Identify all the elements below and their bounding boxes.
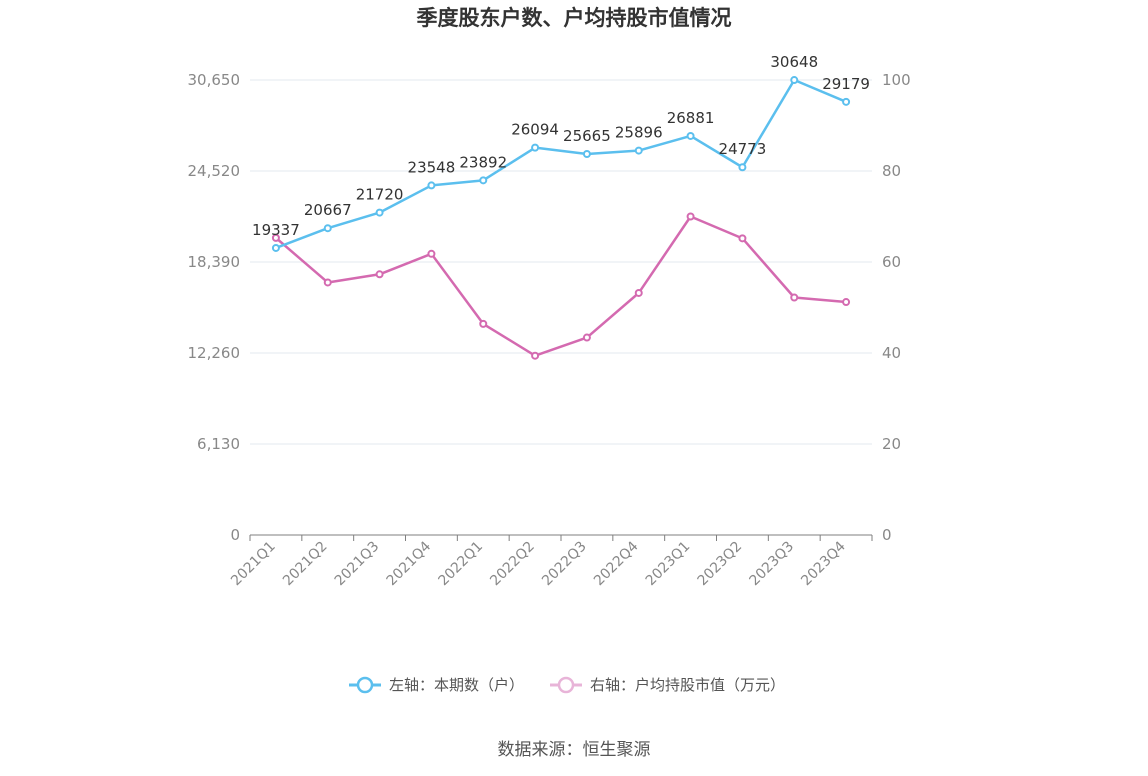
right-tick-label: 40 — [882, 344, 901, 362]
holders-point[interactable] — [323, 224, 332, 233]
left-axis-ticks: 0 6,130 12,260 18,390 24,520 30,650 — [188, 71, 241, 544]
left-tick-label: 0 — [230, 526, 240, 544]
holders-point[interactable] — [686, 131, 695, 140]
holders-point[interactable] — [375, 208, 384, 217]
holders-data-label: 24773 — [719, 140, 767, 158]
holders-data-label: 26881 — [667, 109, 715, 127]
legend-item-right[interactable]: 右轴：户均持股市值（万元） — [550, 676, 785, 694]
holders-point[interactable] — [790, 76, 799, 85]
holders-data-label: 23892 — [459, 153, 507, 171]
avg-value-point[interactable] — [323, 278, 332, 287]
avg-value-point[interactable] — [375, 270, 384, 279]
x-tick-label: 2023Q1 — [643, 539, 694, 590]
x-tick-label: 2022Q2 — [487, 539, 538, 590]
x-tick-label: 2021Q2 — [280, 539, 331, 590]
avg-value-point[interactable] — [271, 233, 280, 242]
legend-item-left[interactable]: 左轴：本期数（户） — [349, 676, 524, 694]
x-tick-label: 2022Q1 — [435, 539, 486, 590]
right-tick-label: 0 — [882, 526, 892, 544]
holders-data-label: 25896 — [615, 124, 663, 142]
x-tick-label: 2021Q1 — [228, 539, 279, 590]
x-axis: 2021Q1 2021Q2 2021Q3 2021Q4 2022Q1 2022Q2 2022… — [228, 534, 873, 590]
legend-marker-right — [557, 676, 575, 694]
holders-data-label: 23548 — [408, 158, 456, 176]
holders-data-label: 30648 — [770, 53, 818, 71]
grid-lines — [250, 79, 872, 445]
holders-point[interactable] — [531, 143, 540, 152]
avg-value-point[interactable] — [479, 319, 488, 328]
holders-point[interactable] — [271, 243, 280, 252]
holders-point[interactable] — [479, 176, 488, 185]
avg-value-point[interactable] — [738, 234, 747, 243]
avg-value-point[interactable] — [427, 249, 436, 258]
avg-value-point[interactable] — [531, 351, 540, 360]
holders-point[interactable] — [582, 150, 591, 159]
holders-point[interactable] — [634, 146, 643, 155]
avg-value-point[interactable] — [686, 212, 695, 221]
avg-value-point[interactable] — [634, 288, 643, 297]
x-tick-label: 2021Q4 — [384, 538, 435, 589]
x-tick-label: 2023Q3 — [746, 539, 797, 590]
right-tick-label: 60 — [882, 253, 901, 271]
x-tick-label: 2023Q4 — [798, 538, 849, 589]
holders-point[interactable] — [842, 97, 851, 106]
holders-data-label: 29179 — [822, 75, 870, 93]
holders-point[interactable] — [427, 181, 436, 190]
x-tick-label: 2021Q3 — [332, 539, 383, 590]
right-tick-label: 20 — [882, 435, 901, 453]
x-tick-label: 2022Q4 — [591, 538, 642, 589]
legend-marker-left — [356, 676, 374, 694]
series-line-holders — [275, 78, 847, 250]
x-tick-label: 2023Q2 — [695, 539, 746, 590]
holders-data-label: 26094 — [511, 121, 559, 139]
avg-value-point[interactable] — [582, 333, 591, 342]
holders-point[interactable] — [738, 163, 747, 172]
series-layer — [271, 76, 851, 360]
legend-label-right: 右轴：户均持股市值（万元） — [590, 676, 785, 694]
left-tick-label: 30,650 — [188, 71, 241, 89]
holders-data-label: 21720 — [356, 186, 404, 204]
left-tick-label: 24,520 — [188, 162, 241, 180]
holders-data-label: 25665 — [563, 127, 611, 145]
right-tick-label: 100 — [882, 71, 911, 89]
left-tick-label: 18,390 — [188, 253, 241, 271]
x-tick-label: 2022Q3 — [539, 539, 590, 590]
right-axis-ticks: 0 20 40 60 80 100 — [882, 71, 911, 544]
holders-data-label: 19337 — [252, 221, 300, 239]
holders-data-label: 20667 — [304, 201, 352, 219]
left-tick-label: 6,130 — [197, 435, 240, 453]
legend: 左轴：本期数（户） 右轴：户均持股市值（万元） — [349, 676, 785, 694]
series-line-avg-value — [275, 215, 847, 357]
legend-label-left: 左轴：本期数（户） — [389, 676, 524, 694]
left-tick-label: 12,260 — [188, 344, 241, 362]
source-note: 数据来源：恒生聚源 — [498, 740, 651, 760]
right-tick-label: 80 — [882, 162, 901, 180]
avg-value-point[interactable] — [790, 293, 799, 302]
chart-title: 季度股东户数、户均持股市值情况 — [417, 6, 732, 30]
avg-value-point[interactable] — [842, 298, 851, 307]
